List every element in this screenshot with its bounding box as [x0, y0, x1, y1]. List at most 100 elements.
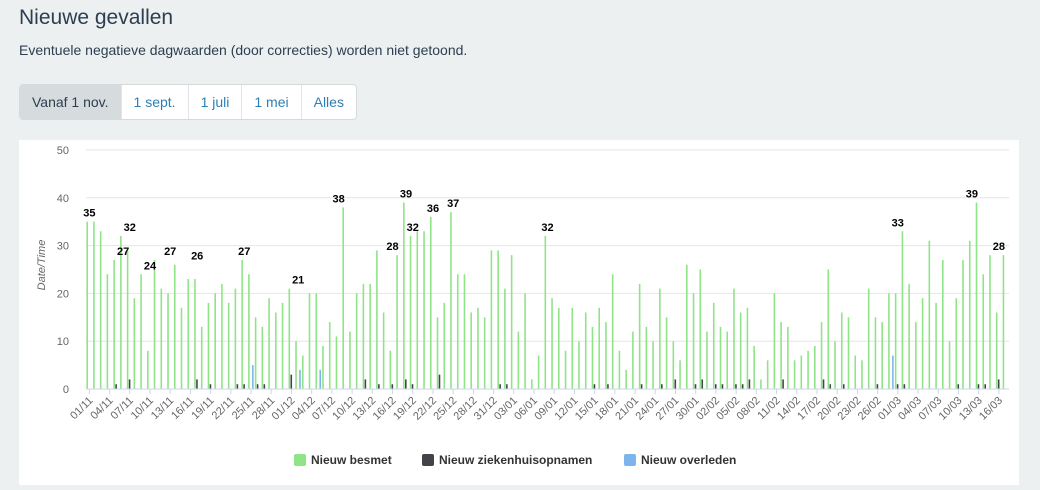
besmet-bar	[955, 298, 958, 389]
ziekenhuis-bar	[593, 384, 596, 389]
ziekenhuis-bar	[236, 384, 239, 389]
range-button-alles[interactable]: Alles	[313, 94, 344, 110]
besmet-bar	[942, 259, 944, 389]
legend-swatch	[422, 454, 434, 466]
besmet-bar	[342, 207, 344, 389]
besmet-bar	[847, 317, 850, 389]
besmet-bar	[840, 312, 843, 389]
besmet-bar	[537, 355, 540, 389]
data-label: 27	[238, 246, 250, 258]
besmet-bar	[477, 307, 479, 389]
besmet-bar	[483, 317, 486, 389]
data-label: 28	[386, 241, 398, 253]
x-tick-label: 19/11	[189, 395, 216, 422]
legend-swatch	[624, 454, 636, 466]
besmet-bar	[962, 259, 964, 389]
overleden-bar	[252, 365, 254, 389]
besmet-bar	[766, 360, 769, 389]
besmet-bar	[396, 255, 398, 389]
chart-legend: Nieuw besmet Nieuw ziekenhuisopnamen Nieuw…	[294, 453, 736, 467]
besmet-bar	[490, 250, 493, 389]
besmet-bar	[524, 293, 526, 389]
besmet-bar	[908, 283, 910, 389]
besmet-bar	[605, 322, 607, 389]
besmet-bar	[120, 236, 122, 389]
besmet-bar	[281, 302, 284, 389]
data-label: 24	[144, 260, 157, 272]
besmet-bar	[531, 379, 533, 389]
range-button-juli[interactable]: 1 juli	[189, 85, 243, 119]
legend-label: Nieuw overleden	[641, 453, 736, 467]
besmet-bar	[773, 293, 776, 389]
besmet-bar	[632, 331, 634, 389]
range-button-sept[interactable]: 1 sept.	[122, 85, 189, 119]
besmet-bar	[827, 269, 830, 389]
ziekenhuis-bar	[842, 384, 845, 389]
besmet-bar	[248, 274, 250, 389]
besmet-bar	[126, 250, 129, 389]
besmet-bar	[456, 274, 459, 389]
besmet-bar	[712, 302, 715, 389]
y-tick-label: 20	[57, 288, 69, 300]
y-axis-title: Date/Time	[36, 240, 48, 291]
besmet-bar	[389, 350, 392, 389]
ziekenhuis-bar	[822, 379, 825, 389]
data-label: 32	[541, 222, 553, 234]
besmet-bar	[867, 288, 870, 389]
ziekenhuis-bar	[957, 384, 960, 389]
ziekenhuis-bar	[903, 384, 906, 389]
range-button-mei[interactable]: 1 mei	[242, 85, 302, 119]
besmet-bar	[793, 360, 796, 389]
besmet-bar	[403, 202, 405, 389]
besmet-bar	[322, 345, 324, 389]
besmet-bar	[935, 302, 937, 389]
besmet-bar	[780, 322, 782, 389]
besmet-bar	[807, 350, 809, 389]
page-title: Nieuwe gevallen	[19, 6, 174, 29]
ziekenhuis-bar	[661, 384, 663, 389]
besmet-bar	[787, 326, 789, 389]
data-label: 33	[892, 217, 904, 229]
range-button-nov[interactable]: Vanaf 1 nov.	[20, 85, 122, 119]
besmet-bar	[591, 326, 594, 389]
besmet-bar	[234, 288, 237, 389]
besmet-bar	[995, 312, 998, 389]
legend-swatch	[294, 454, 306, 466]
besmet-bar	[1002, 255, 1005, 389]
besmet-bar	[153, 259, 156, 389]
ziekenhuis-bar	[997, 379, 1000, 389]
besmet-bar	[625, 369, 627, 389]
besmet-bar	[618, 350, 621, 389]
besmet-bar	[706, 331, 708, 389]
ziekenhuis-bar	[896, 384, 899, 389]
besmet-bar	[544, 236, 547, 389]
ziekenhuis-bar	[411, 384, 414, 389]
besmet-bar	[888, 293, 890, 389]
besmet-bar	[301, 355, 304, 389]
ziekenhuis-bar	[694, 384, 697, 389]
besmet-bar	[254, 317, 257, 389]
ziekenhuis-bar	[256, 384, 259, 389]
data-label: 39	[966, 189, 978, 201]
besmet-bar	[551, 298, 553, 389]
data-label: 32	[124, 222, 136, 234]
besmet-bar	[93, 221, 95, 389]
ziekenhuis-bar	[128, 379, 131, 389]
besmet-bar	[409, 236, 412, 389]
data-label: 28	[993, 241, 1005, 253]
besmet-bar	[928, 240, 931, 389]
besmet-bar	[746, 307, 749, 389]
ziekenhuis-bar	[499, 384, 501, 389]
besmet-bar	[861, 360, 863, 389]
besmet-bar	[672, 341, 675, 389]
besmet-bar	[443, 302, 446, 389]
besmet-bar	[355, 293, 358, 389]
chart-grid	[86, 149, 1009, 342]
besmet-bar	[173, 264, 176, 389]
ziekenhuis-bar	[748, 379, 751, 389]
besmet-bar	[854, 355, 857, 389]
ziekenhuis-bar	[438, 374, 441, 389]
ziekenhuis-bar	[506, 384, 508, 389]
besmet-bar	[187, 279, 190, 389]
besmet-bar	[450, 212, 452, 389]
